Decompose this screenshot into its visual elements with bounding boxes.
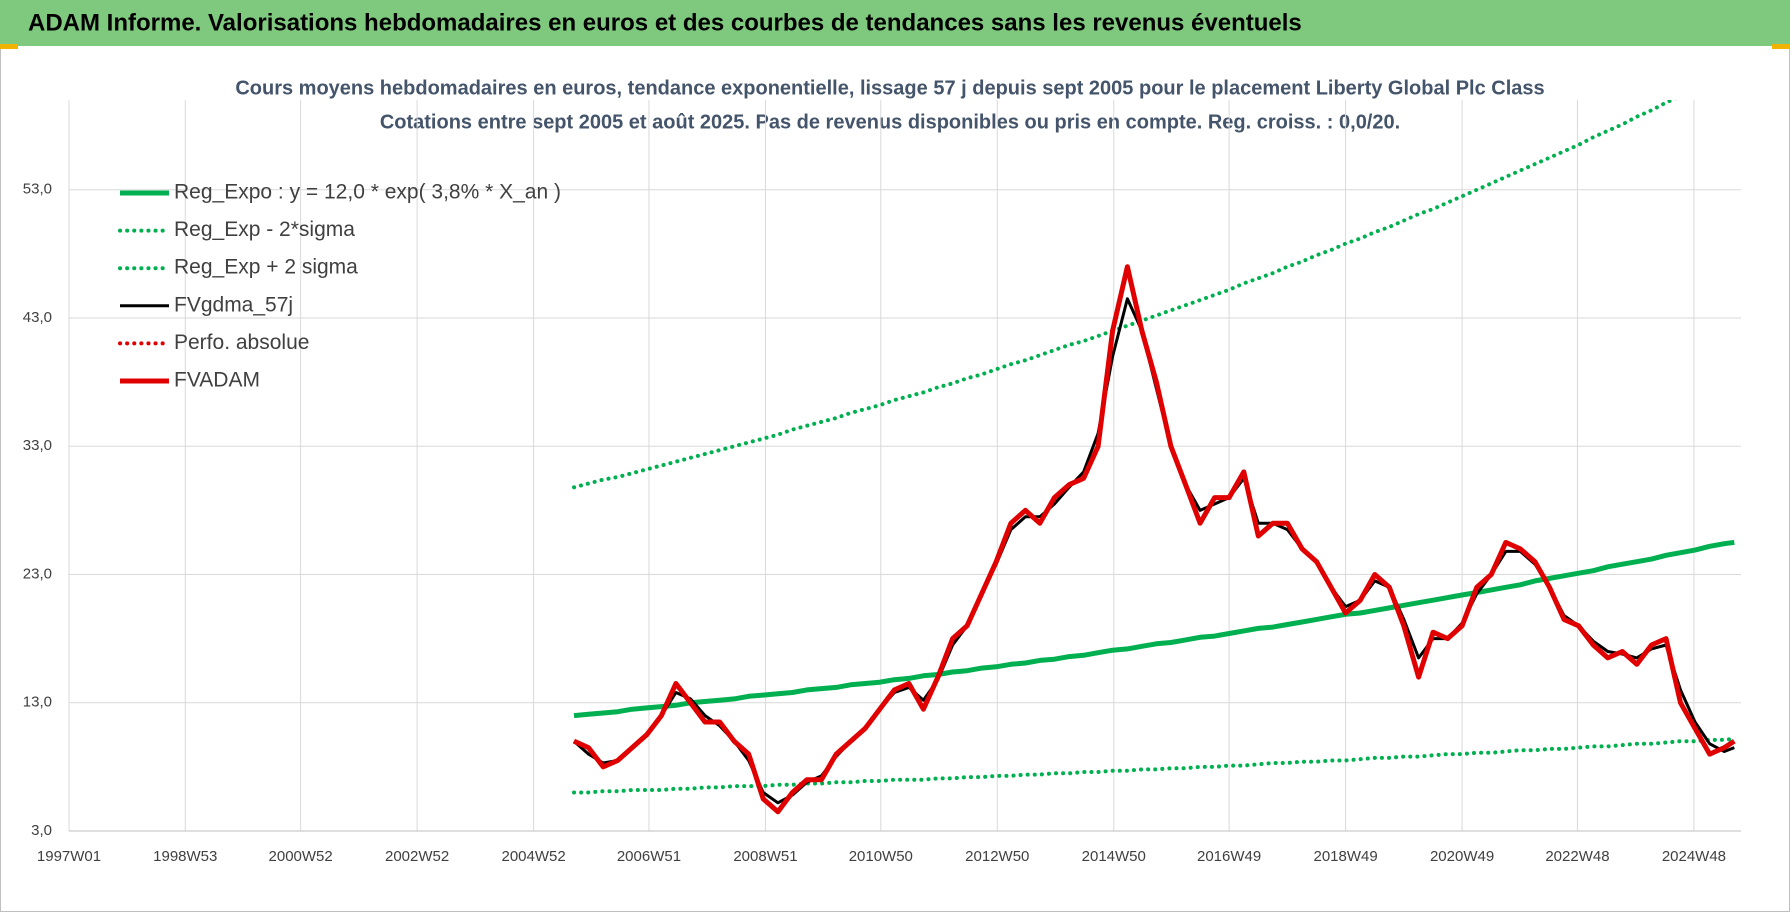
page-title: ADAM Informe. Valorisations hebdomadaire… [28, 9, 1302, 36]
series-line [572, 100, 1677, 490]
y-tick-label: 43,0 [23, 309, 52, 326]
x-tick-label: 2024W48 [1662, 848, 1726, 865]
y-tick-label: 53,0 [23, 181, 52, 198]
x-tick-label: 1997W01 [37, 848, 101, 865]
x-tick-label: 2006W51 [617, 848, 681, 865]
x-tick-label: 2004W52 [501, 848, 565, 865]
plot-area [572, 100, 1737, 815]
y-tick-label: 23,0 [23, 565, 52, 582]
legend-label: Reg_Exp + 2 sigma [174, 256, 358, 279]
x-tick-label: 2000W52 [269, 848, 333, 865]
y-tick-label: 3,0 [31, 822, 52, 839]
legend-label: FVgdma_57j [174, 293, 293, 316]
y-tick-label: 33,0 [23, 437, 52, 454]
x-tick-label: 2008W51 [733, 848, 797, 865]
title-bar [0, 0, 1790, 46]
corner-mark [1772, 44, 1790, 49]
legend-label: Perfo. absolue [174, 331, 309, 354]
x-tick-label: 2002W52 [385, 848, 449, 865]
x-tick-label: 2016W49 [1197, 848, 1261, 865]
legend-label: FVADAM [174, 369, 260, 392]
x-tick-label: 1998W53 [153, 848, 217, 865]
x-tick-label: 2018W49 [1313, 848, 1377, 865]
x-tick-label: 2012W50 [965, 848, 1029, 865]
corner-mark [0, 44, 18, 49]
x-tick-label: 2014W50 [1082, 848, 1146, 865]
chart-title: Cours moyens hebdomadaires en euros, ten… [235, 77, 1544, 99]
y-tick-label: 13,0 [23, 694, 52, 711]
legend-label: Reg_Expo : y = 12,0 * exp( 3,8% * X_an ) [174, 181, 561, 204]
series-line [572, 736, 1737, 795]
chart-subtitle: Cotations entre sept 2005 et août 2025. … [380, 111, 1400, 133]
legend-label: Reg_Exp - 2*sigma [174, 218, 355, 241]
x-tick-label: 2022W48 [1545, 848, 1609, 865]
series-line [572, 264, 1736, 815]
x-tick-label: 2010W50 [849, 848, 913, 865]
x-tick-label: 2020W49 [1430, 848, 1494, 865]
